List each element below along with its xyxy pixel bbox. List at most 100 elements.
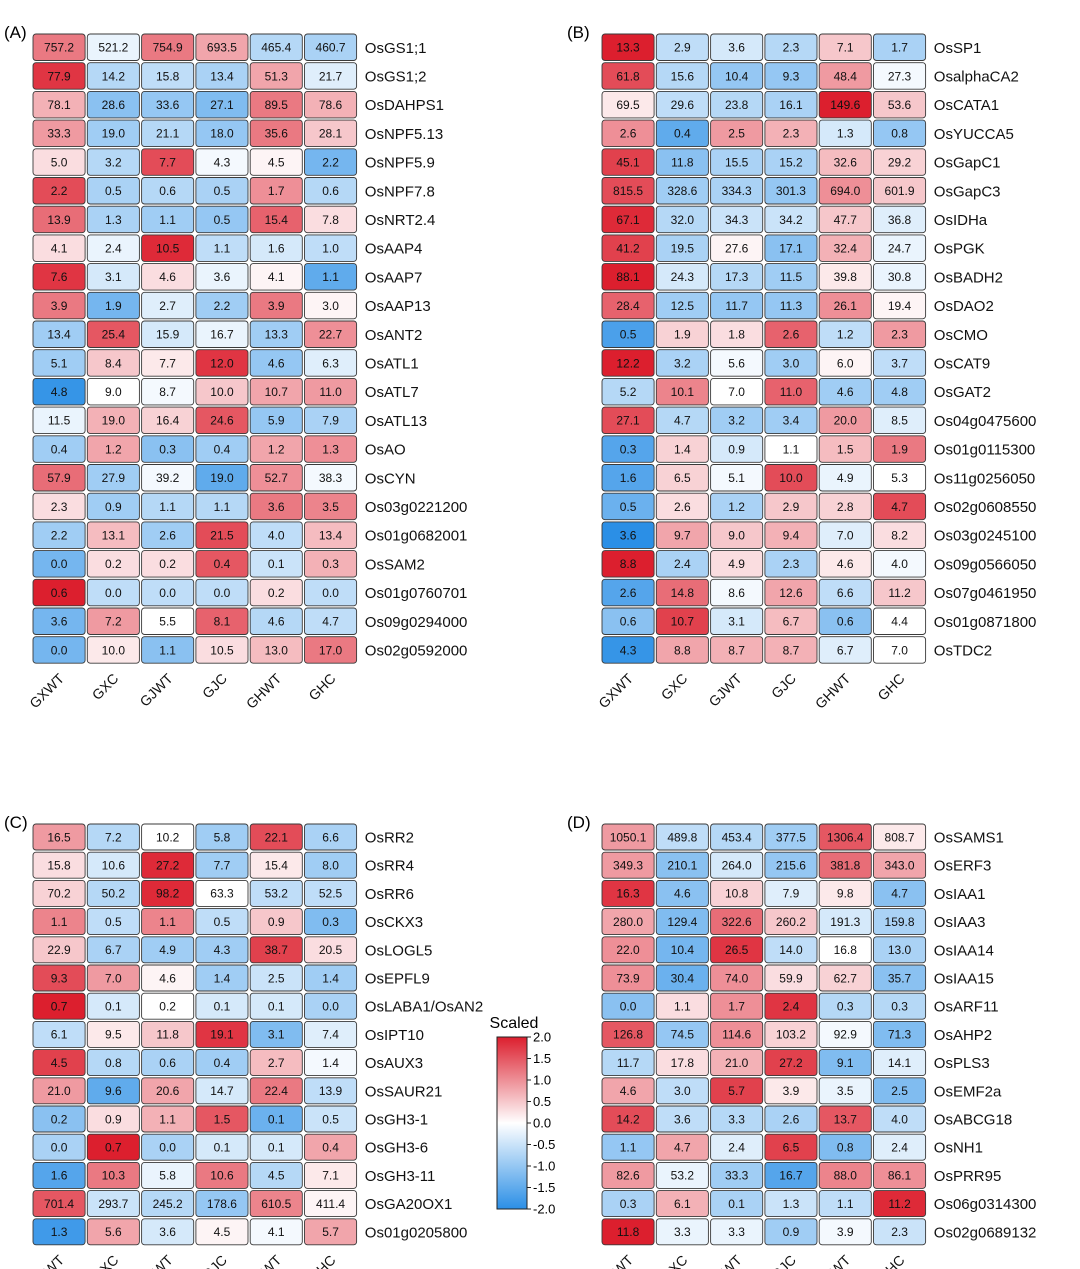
heatmap-cell bbox=[710, 1049, 764, 1077]
cell-value: 10.5 bbox=[210, 643, 234, 657]
row-label: Os06g0314300 bbox=[934, 1196, 1037, 1213]
cell-value: 1.7 bbox=[268, 184, 285, 198]
heatmap-cell bbox=[249, 435, 303, 463]
heatmap-cell bbox=[141, 851, 195, 879]
heatmap-cell bbox=[655, 263, 709, 291]
cell-value: 1.1 bbox=[322, 270, 339, 284]
cell-value: 28.4 bbox=[616, 299, 640, 313]
cell-value: 0.2 bbox=[268, 586, 285, 600]
row-label: OsGAT2 bbox=[934, 384, 991, 401]
heatmap-cell bbox=[818, 291, 872, 320]
heatmap-cell bbox=[141, 964, 195, 992]
row-label: Os01g0682001 bbox=[365, 528, 468, 545]
heatmap-cell bbox=[304, 291, 358, 320]
cell-value: 1.2 bbox=[837, 328, 854, 342]
heatmap-cell bbox=[873, 936, 927, 964]
heatmap-cell bbox=[86, 908, 140, 936]
cell-value: 33.6 bbox=[156, 98, 180, 112]
cell-value: 25.4 bbox=[102, 328, 126, 342]
heatmap-cell bbox=[249, 908, 303, 936]
heatmap-cell bbox=[873, 148, 927, 176]
cell-value: 460.7 bbox=[316, 41, 346, 55]
cell-value: 5.9 bbox=[268, 414, 285, 428]
cell-value: 4.6 bbox=[837, 385, 854, 399]
heatmap-cell bbox=[818, 33, 872, 61]
cell-value: 0.5 bbox=[322, 1112, 339, 1126]
row-label: OsCAT9 bbox=[934, 355, 990, 372]
cell-value: 3.6 bbox=[268, 500, 285, 514]
column-label: GJWT bbox=[705, 670, 745, 710]
cell-value: 411.4 bbox=[316, 1197, 345, 1211]
heatmap-cell bbox=[195, 964, 249, 992]
cell-value: 0.4 bbox=[214, 557, 231, 571]
cell-value: 3.6 bbox=[51, 615, 68, 629]
cell-value: 35.6 bbox=[265, 127, 289, 141]
row-label: Os03g0221200 bbox=[365, 499, 468, 516]
heatmap-cell bbox=[249, 936, 303, 964]
cell-value: 0.5 bbox=[620, 328, 637, 342]
row-label: OsARF11 bbox=[934, 999, 999, 1016]
cell-value: 4.3 bbox=[214, 155, 231, 169]
heatmap-cell bbox=[304, 521, 358, 549]
cell-value: 6.1 bbox=[674, 1197, 691, 1211]
cell-value: 17.8 bbox=[671, 1056, 695, 1070]
cell-value: 14.2 bbox=[102, 69, 126, 83]
heatmap-cell bbox=[601, 1133, 655, 1161]
cell-value: 15.6 bbox=[671, 69, 695, 83]
heatmap-cell bbox=[86, 550, 140, 578]
cell-value: 7.0 bbox=[728, 385, 745, 399]
heatmap-cell bbox=[873, 62, 927, 90]
cell-value: 11.8 bbox=[671, 155, 694, 169]
row-label: OsGH3-1 bbox=[365, 1112, 428, 1129]
heatmap-cell bbox=[655, 177, 709, 205]
heatmap-cell bbox=[195, 1049, 249, 1077]
heatmap-cell bbox=[141, 62, 195, 90]
cell-value: 0.5 bbox=[214, 184, 231, 198]
heatmap-cell bbox=[764, 823, 818, 851]
cell-value: 215.6 bbox=[776, 859, 806, 873]
column-label: GXWT bbox=[595, 1251, 636, 1269]
cell-value: 27.3 bbox=[888, 69, 912, 83]
heatmap-cell bbox=[873, 320, 927, 348]
cell-value: 1.1 bbox=[159, 500, 176, 514]
row-label: OsEMF2a bbox=[934, 1083, 1002, 1100]
cell-value: 26.1 bbox=[834, 299, 858, 313]
cell-value: 3.1 bbox=[268, 1028, 285, 1042]
cell-value: 51.3 bbox=[265, 69, 289, 83]
heatmap-cell bbox=[873, 607, 927, 635]
heatmap-cell bbox=[873, 1190, 927, 1218]
cell-value: 0.0 bbox=[51, 643, 68, 657]
heatmap-cell bbox=[32, 636, 86, 664]
heatmap-cell bbox=[304, 1133, 358, 1161]
heatmap-cell bbox=[764, 148, 818, 176]
cell-value: 22.9 bbox=[47, 943, 71, 957]
cell-value: 9.4 bbox=[783, 528, 800, 542]
row-label: OsSAM2 bbox=[365, 556, 425, 573]
heatmap-cell bbox=[818, 1105, 872, 1133]
cell-value: 0.2 bbox=[159, 1000, 176, 1014]
cell-value: 149.6 bbox=[830, 98, 860, 112]
cell-value: 0.1 bbox=[214, 1000, 231, 1014]
cell-value: 1.3 bbox=[51, 1225, 68, 1239]
cell-value: 14.8 bbox=[671, 586, 695, 600]
heatmap-cell bbox=[249, 521, 303, 549]
cell-value: 24.7 bbox=[888, 241, 912, 255]
heatmap-cell bbox=[86, 435, 140, 463]
heatmap-cell bbox=[655, 823, 709, 851]
cell-value: 10.7 bbox=[671, 615, 695, 629]
heatmap-cell bbox=[195, 62, 249, 90]
heatmap-cell bbox=[655, 377, 709, 406]
cell-value: 0.1 bbox=[268, 1141, 285, 1155]
row-label: OsIPT10 bbox=[365, 1027, 424, 1044]
cell-value: 4.3 bbox=[214, 943, 231, 957]
heatmap-cell bbox=[818, 578, 872, 607]
heatmap-cell bbox=[601, 119, 655, 148]
heatmap-cell bbox=[249, 406, 303, 435]
cell-value: 52.5 bbox=[319, 887, 343, 901]
cell-value: 28.1 bbox=[319, 127, 343, 141]
heatmap-cell bbox=[249, 148, 303, 176]
cell-value: 1.9 bbox=[891, 442, 908, 456]
heatmap-cell bbox=[86, 851, 140, 879]
heatmap-panel-2: (C) 16.5 7.2 10.2 5.8 22.1 6.6 OsRR2 15.8 10.6 27.… bbox=[4, 813, 483, 1269]
heatmap-cell bbox=[601, 851, 655, 879]
